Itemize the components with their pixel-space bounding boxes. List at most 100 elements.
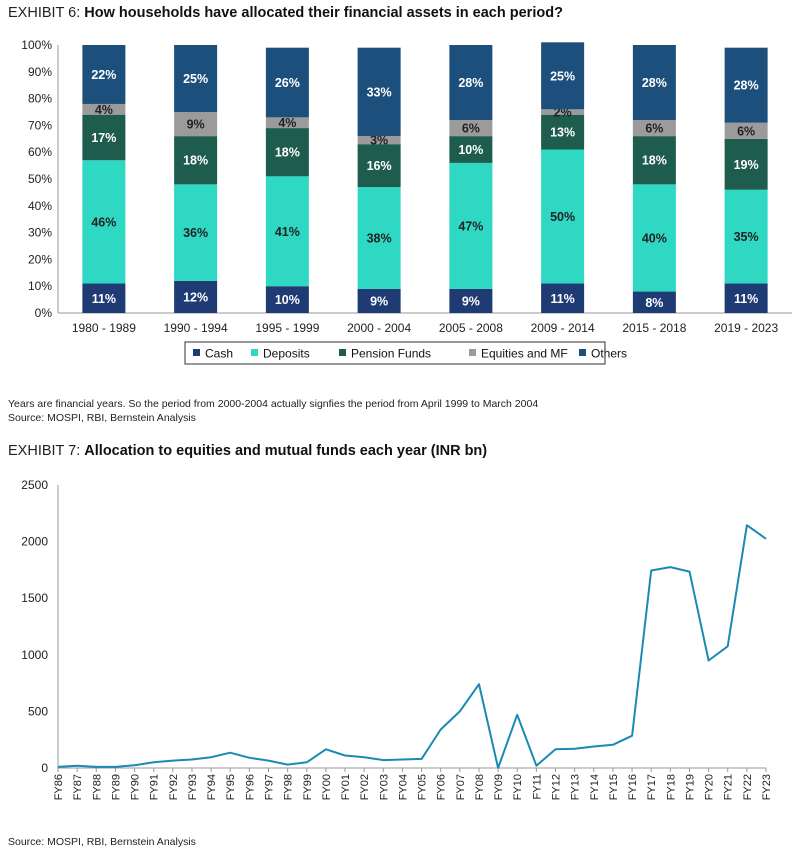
data-label: 47% (458, 219, 483, 233)
x-tick-label: FY10 (512, 774, 524, 800)
data-label: 17% (91, 131, 116, 145)
x-tick-label: FY16 (627, 774, 639, 800)
bar-segment (632, 184, 676, 292)
bar-segment (174, 112, 218, 137)
x-tick-label: FY11 (531, 774, 543, 799)
x-tick-label: FY96 (244, 774, 256, 800)
legend-swatch (251, 349, 258, 356)
bar-segment (541, 42, 585, 110)
bar-segment (82, 103, 126, 115)
data-label: 28% (642, 76, 667, 90)
x-tick-label: FY03 (378, 774, 390, 800)
x-tick-label: 1990 - 1994 (164, 321, 228, 335)
y-tick-label: 1000 (21, 648, 48, 662)
bar-segment (265, 176, 309, 287)
legend-swatch (579, 349, 586, 356)
bar-segment (449, 120, 493, 137)
data-label: 11% (734, 292, 758, 306)
bar-segment (357, 187, 401, 289)
data-label: 35% (734, 230, 759, 244)
legend-swatch (469, 349, 476, 356)
x-tick-label: FY17 (646, 774, 658, 800)
y-tick-label: 30% (28, 226, 52, 240)
y-tick-label: 0% (35, 306, 53, 320)
y-tick-label: 50% (28, 172, 52, 186)
x-tick-label: 2005 - 2008 (439, 321, 503, 335)
y-tick-label: 0 (41, 761, 48, 775)
x-tick-label: FY09 (493, 774, 505, 800)
bar-segment (449, 288, 493, 313)
data-label: 11% (92, 292, 116, 306)
data-label: 40% (642, 231, 667, 245)
data-label: 8% (645, 296, 663, 310)
x-tick-label: 2015 - 2018 (622, 321, 686, 335)
stacked-bar-chart: 0% 10% 20% 30% 40% 50% 60% 70% 80% 90% 100% 11% 46% 1… (21, 38, 792, 365)
data-label: 9% (187, 118, 205, 132)
x-tick-label: FY99 (302, 774, 314, 800)
x-tick-label: FY89 (110, 774, 122, 800)
y-tick-label: 1500 (21, 591, 48, 605)
x-tick-label: 1995 - 1999 (255, 321, 319, 335)
x-tick-label: 1980 - 1989 (72, 321, 136, 335)
legend-swatch (339, 349, 346, 356)
x-tick-label: FY97 (263, 774, 275, 800)
exhibit7-title: EXHIBIT 7: Allocation to equities and mu… (8, 443, 487, 459)
bar-segment (357, 144, 401, 188)
x-tick-label: FY19 (684, 774, 696, 800)
x-tick-label: FY95 (225, 774, 237, 800)
bar-segment (541, 149, 585, 284)
x-tick-label: FY90 (130, 774, 142, 800)
bar-segment (265, 128, 309, 177)
line-chart: 0 500 1000 1500 2000 2500 FY86 FY87 FY88 FY89 FY90… (21, 478, 773, 800)
exhibit7-source: Source: MOSPI, RBI, Bernstein Analysis (8, 836, 196, 848)
data-label: 50% (550, 210, 575, 224)
data-label: 4% (278, 116, 296, 130)
data-label: 10% (458, 143, 483, 157)
legend-label: Cash (205, 347, 233, 361)
y-tick-label: 2500 (21, 478, 48, 492)
x-tick-label: FY87 (72, 774, 84, 800)
x-tick-label: FY91 (149, 774, 161, 800)
bar-segment (724, 47, 768, 123)
data-label: 6% (462, 122, 480, 136)
exhibit6-source: Source: MOSPI, RBI, Bernstein Analysis (8, 412, 196, 424)
bar-segment (265, 117, 309, 129)
data-label: 33% (367, 85, 392, 99)
data-label: 28% (734, 79, 759, 93)
bar-segment (541, 114, 585, 150)
bar-segment (724, 283, 768, 313)
x-tick-label: FY23 (761, 774, 773, 800)
bar-segment (174, 136, 218, 185)
data-label: 41% (275, 225, 300, 239)
bar-segment (449, 162, 493, 289)
bar-segment (541, 283, 585, 313)
data-label: 38% (367, 231, 392, 245)
x-tick-label: FY98 (283, 774, 295, 800)
y-tick-label: 100% (21, 38, 52, 52)
data-label: 18% (642, 154, 667, 168)
exhibit7-label: EXHIBIT 7: (8, 443, 81, 459)
bar-segment (449, 136, 493, 163)
exhibit6-note: Years are financial years. So the period… (8, 398, 539, 410)
bar-segment (541, 109, 585, 115)
data-label: 13% (550, 126, 575, 140)
legend-label: Others (591, 347, 627, 361)
x-tick-label: FY02 (359, 774, 371, 800)
data-label: 16% (367, 159, 392, 173)
data-label: 6% (737, 124, 755, 138)
x-tick-label: 2019 - 2023 (714, 321, 778, 335)
legend-label: Pension Funds (351, 347, 431, 361)
bar-segment (82, 160, 126, 284)
x-tick-label: FY12 (551, 774, 563, 800)
data-label: 26% (275, 76, 300, 90)
data-label: 6% (645, 122, 663, 136)
y-tick-label: 10% (28, 279, 52, 293)
data-label: 46% (91, 215, 116, 229)
bar-segment (357, 288, 401, 313)
data-label: 22% (91, 68, 116, 82)
data-label: 10% (275, 293, 300, 307)
x-tick-label: FY86 (53, 774, 65, 800)
x-tick-label: FY07 (455, 774, 467, 800)
bar-segment (632, 120, 676, 137)
bar-segment (265, 286, 309, 313)
